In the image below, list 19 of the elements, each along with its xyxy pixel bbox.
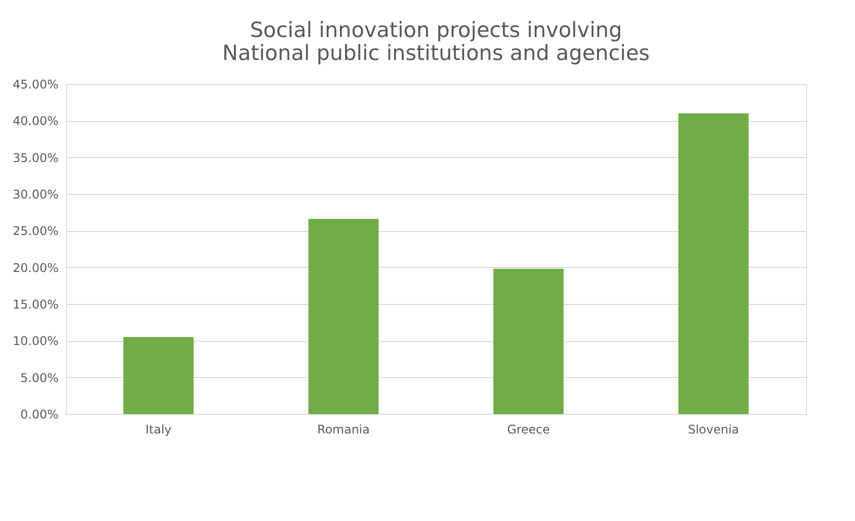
y-tick-label: 45.00% [12, 78, 58, 92]
y-tick-label: 40.00% [12, 114, 58, 128]
bar [308, 218, 379, 414]
y-tick-label: 0.00% [20, 408, 58, 422]
y-tick-label: 10.00% [12, 334, 58, 348]
bar [493, 268, 564, 414]
y-tick-label: 25.00% [12, 224, 58, 238]
x-tick-label: Italy [145, 422, 172, 436]
bar [123, 337, 194, 414]
chart-title: Social innovation projects involving National public institutions and agencies [222, 18, 650, 65]
x-tick-label: Greece [507, 422, 550, 436]
y-tick-label: 15.00% [12, 298, 58, 312]
x-tick-label: Slovenia [688, 422, 740, 436]
bar [678, 113, 749, 414]
y-tick-label: 35.00% [12, 150, 58, 165]
y-tick-label: 30.00% [12, 188, 58, 202]
y-tick-label: 5.00% [20, 370, 58, 385]
y-tick-label: 20.00% [12, 260, 58, 275]
x-tick-label: Romania [317, 422, 370, 436]
